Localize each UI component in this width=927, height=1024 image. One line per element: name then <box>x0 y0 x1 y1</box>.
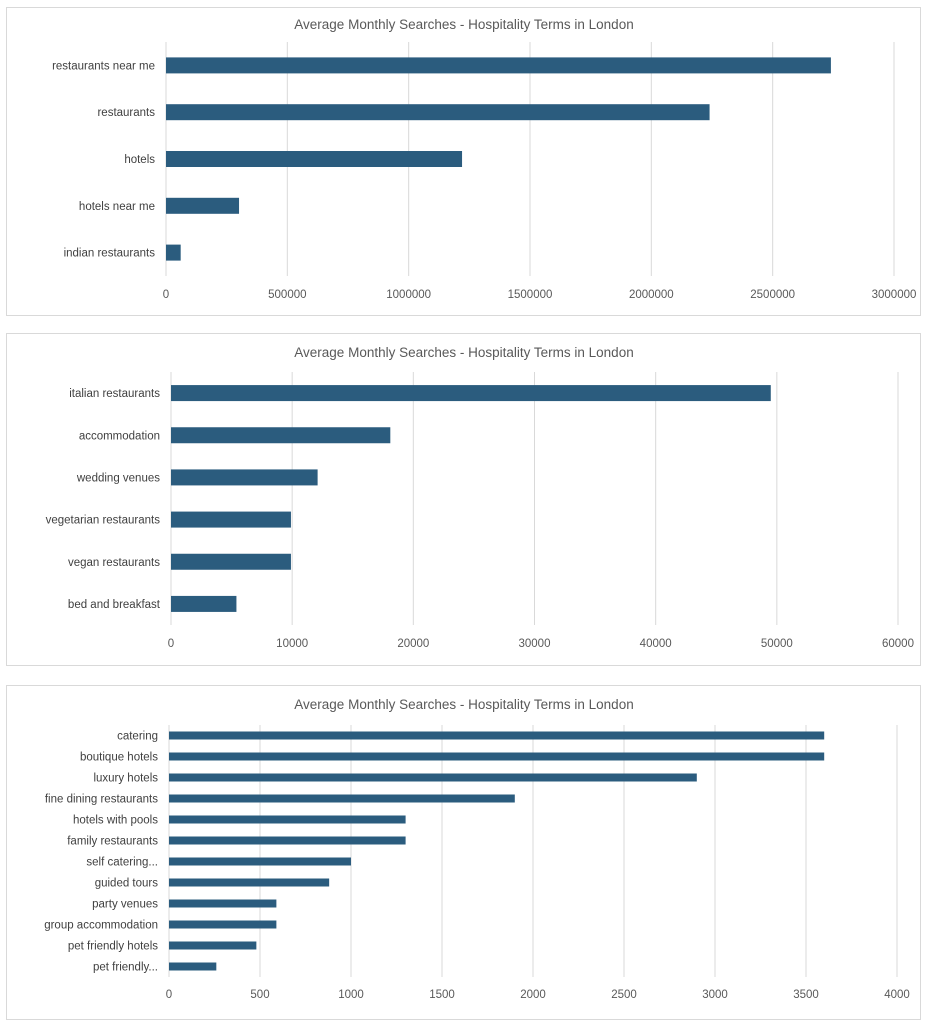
category-label: boutique hotels <box>80 752 158 764</box>
x-tick-label: 60000 <box>882 638 914 650</box>
chart-title: Average Monthly Searches - Hospitality T… <box>294 17 633 32</box>
bar <box>166 151 463 167</box>
bar <box>171 385 771 402</box>
chart-svg-top: Average Monthly Searches - Hospitality T… <box>52 17 917 301</box>
chart-svg-middle: Average Monthly Searches - Hospitality T… <box>46 345 914 650</box>
category-label: pet friendly hotels <box>68 941 158 953</box>
category-label: bed and breakfast <box>68 599 161 611</box>
x-tick-label: 500 <box>250 989 269 1001</box>
x-tick-label: 2000 <box>520 989 546 1001</box>
category-label: group accommodation <box>44 920 158 932</box>
category-label: accommodation <box>79 430 160 442</box>
category-label: fine dining restaurants <box>45 794 158 806</box>
x-tick-label: 0 <box>166 989 172 1001</box>
bar <box>166 57 831 74</box>
category-label: indian restaurants <box>64 248 156 260</box>
bar <box>169 794 515 803</box>
category-label: italian restaurants <box>69 388 160 400</box>
bar <box>169 752 825 761</box>
bar <box>169 857 351 866</box>
x-tick-label: 4000 <box>884 989 910 1001</box>
category-label: pet friendly... <box>93 962 158 974</box>
category-label: guided tours <box>95 878 159 890</box>
chart-panel-top: Average Monthly Searches - Hospitality T… <box>6 7 921 316</box>
bar <box>171 553 291 570</box>
bar <box>171 427 391 444</box>
bar <box>171 469 318 486</box>
x-tick-label: 30000 <box>519 638 551 650</box>
x-tick-label: 1000000 <box>386 289 431 301</box>
bar <box>166 197 240 214</box>
bar <box>169 962 217 971</box>
category-label: hotels with pools <box>73 815 158 827</box>
x-tick-label: 1000 <box>338 989 364 1001</box>
category-label: vegetarian restaurants <box>46 515 161 527</box>
chart-title: Average Monthly Searches - Hospitality T… <box>294 697 633 712</box>
category-label: hotels near me <box>79 201 155 213</box>
bar <box>169 815 406 824</box>
x-tick-label: 2500 <box>611 989 637 1001</box>
x-tick-label: 3000 <box>702 989 728 1001</box>
category-label: catering <box>117 731 158 743</box>
category-label: hotels <box>124 154 155 166</box>
x-tick-label: 50000 <box>761 638 793 650</box>
category-label: party venues <box>92 899 158 911</box>
x-tick-label: 1500 <box>429 989 455 1001</box>
chart-panel-bottom: Average Monthly Searches - Hospitality T… <box>6 685 921 1020</box>
category-label: restaurants <box>97 107 155 119</box>
x-tick-label: 2000000 <box>629 289 674 301</box>
category-label: self catering... <box>86 857 158 869</box>
bar <box>169 773 697 782</box>
x-tick-label: 20000 <box>397 638 429 650</box>
x-tick-label: 1500000 <box>508 289 553 301</box>
bar <box>171 511 291 528</box>
x-tick-label: 10000 <box>276 638 308 650</box>
chart-panel-middle: Average Monthly Searches - Hospitality T… <box>6 333 921 666</box>
bar <box>169 899 277 908</box>
bar <box>171 595 237 612</box>
category-label: luxury hotels <box>93 773 158 785</box>
x-tick-label: 0 <box>163 289 169 301</box>
category-label: family restaurants <box>67 836 158 848</box>
x-tick-label: 500000 <box>268 289 306 301</box>
chart-title: Average Monthly Searches - Hospitality T… <box>294 345 633 360</box>
x-tick-label: 2500000 <box>750 289 795 301</box>
bar <box>169 941 257 950</box>
x-tick-label: 3000000 <box>872 289 917 301</box>
bar <box>166 104 710 121</box>
bar <box>169 731 825 740</box>
bar <box>166 244 181 261</box>
x-tick-label: 3500 <box>793 989 819 1001</box>
bar <box>169 836 406 845</box>
x-tick-label: 40000 <box>640 638 672 650</box>
category-label: wedding venues <box>76 472 160 484</box>
category-label: vegan restaurants <box>68 557 160 569</box>
category-label: restaurants near me <box>52 60 155 72</box>
bar <box>169 920 277 929</box>
x-tick-label: 0 <box>168 638 174 650</box>
chart-svg-bottom: Average Monthly Searches - Hospitality T… <box>44 697 910 1001</box>
bar <box>169 878 330 887</box>
